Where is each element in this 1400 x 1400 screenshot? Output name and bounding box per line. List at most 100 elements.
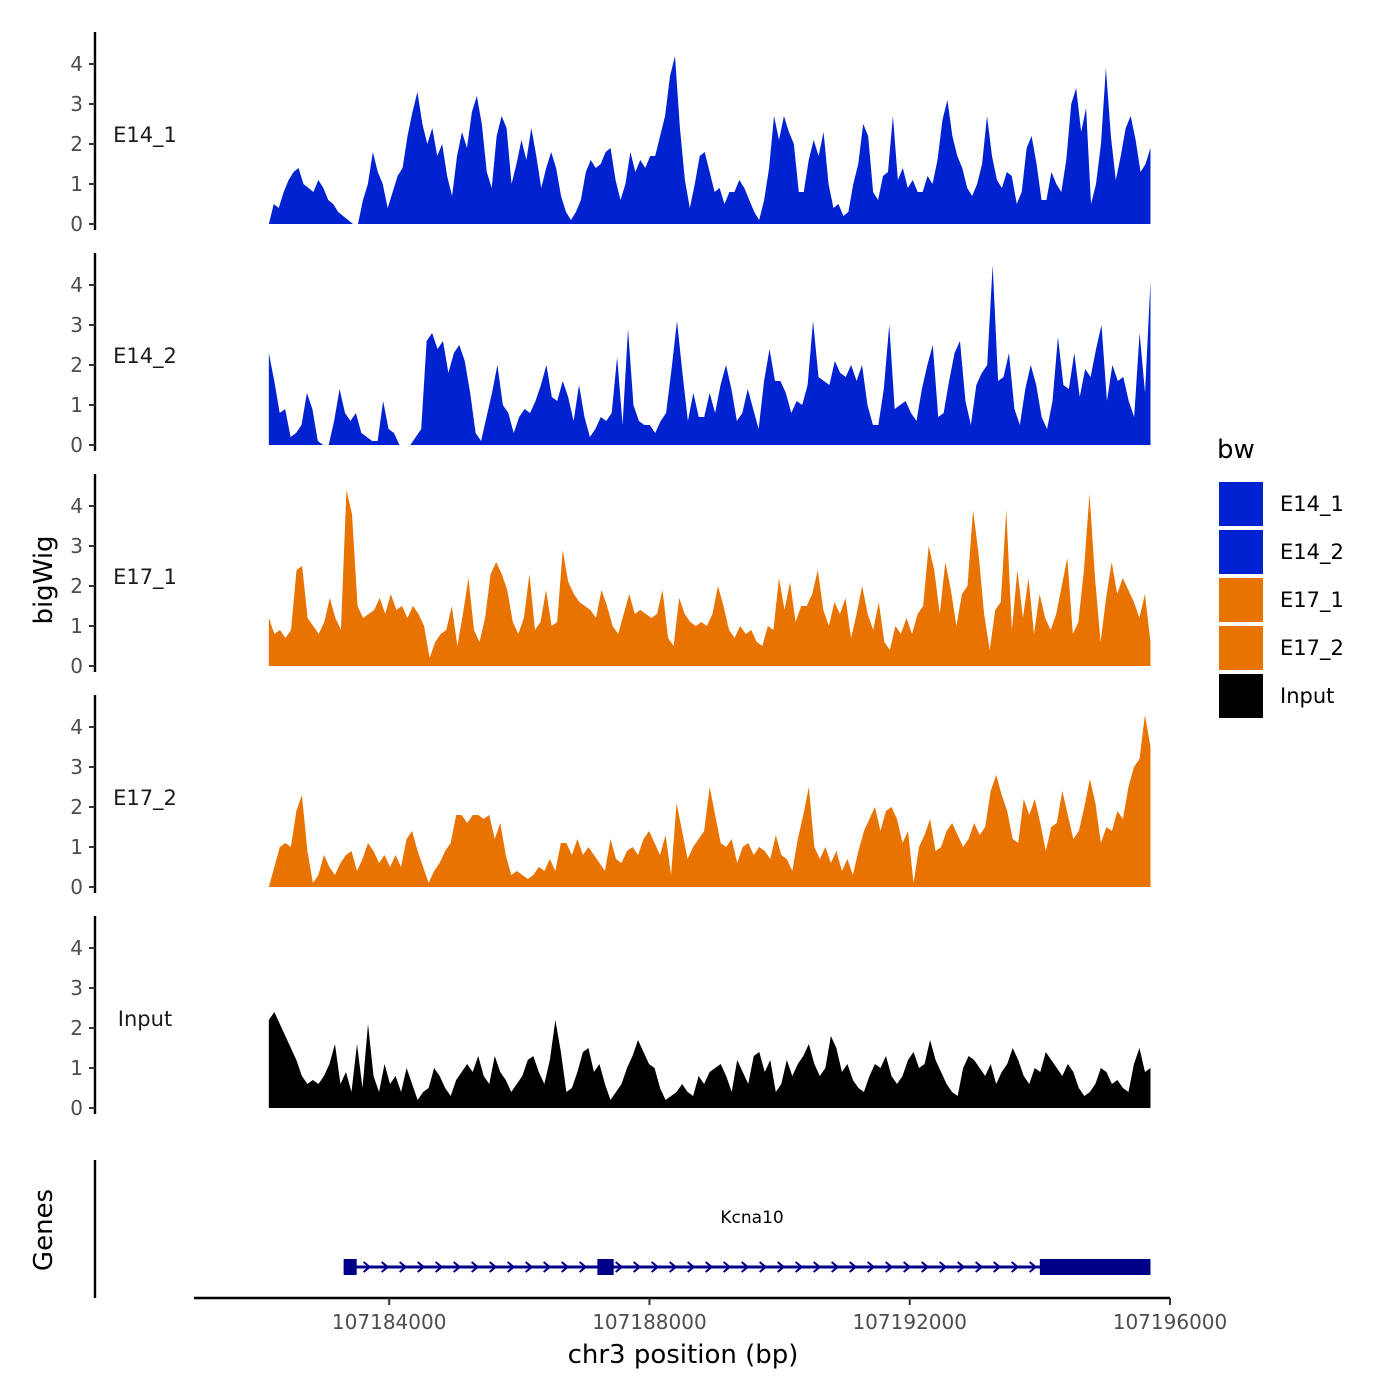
legend-entry-E14_1: E14_1	[1217, 480, 1344, 528]
y-tick-label: 3	[70, 313, 83, 337]
x-tick-label: 107184000	[332, 1310, 447, 1334]
coverage-area-Input	[268, 1012, 1151, 1108]
track-label-E17_2: E17_2	[113, 786, 177, 811]
strand-arrow	[453, 1261, 462, 1273]
strand-arrow	[975, 1261, 984, 1273]
strand-arrow	[777, 1261, 786, 1273]
legend-swatch	[1217, 480, 1265, 528]
strand-arrow	[723, 1261, 732, 1273]
strand-arrow	[489, 1261, 498, 1273]
strand-arrow	[903, 1261, 912, 1273]
strand-arrow	[471, 1261, 480, 1273]
strand-arrow	[633, 1261, 642, 1273]
gene-exon	[597, 1259, 614, 1275]
legend-label: Input	[1280, 684, 1334, 708]
track-label-Input: Input	[118, 1007, 172, 1031]
coverage-area-E17_1	[268, 490, 1151, 666]
strand-arrow	[687, 1261, 696, 1273]
x-tick-label: 107188000	[592, 1310, 707, 1334]
panel-E17_2: 0 1 2 3 4 E17_2	[70, 695, 1151, 899]
strand-arrow	[525, 1261, 534, 1273]
strand-arrow	[561, 1261, 570, 1273]
coverage-area-E17_2	[268, 715, 1151, 887]
gene-exon	[343, 1259, 357, 1275]
strand-arrow	[885, 1261, 894, 1273]
x-tick-label: 107192000	[852, 1310, 967, 1334]
y-tick-label: 2	[70, 353, 83, 377]
legend-swatch	[1217, 624, 1265, 672]
coverage-area-E14_1	[268, 56, 1151, 224]
strand-arrow	[741, 1261, 750, 1273]
y-tick-label: 4	[70, 273, 83, 297]
strand-arrow	[615, 1261, 624, 1273]
strand-arrow	[705, 1261, 714, 1273]
panel-E17_1: 0 1 2 3 4 E17_1	[70, 474, 1151, 678]
legend-title: bw	[1217, 435, 1255, 465]
strand-arrow	[1011, 1261, 1020, 1273]
y-tick-label: 0	[70, 212, 83, 236]
strand-arrow	[363, 1261, 372, 1273]
legend-entry-E17_2: E17_2	[1217, 624, 1344, 672]
panel-Input: 0 1 2 3 4 Input	[70, 916, 1151, 1120]
y-tick-label: 1	[70, 835, 83, 859]
gene-exon	[1039, 1259, 1151, 1275]
strand-arrow	[381, 1261, 390, 1273]
coverage-area-E14_2	[268, 265, 1151, 445]
strand-arrow	[867, 1261, 876, 1273]
strand-arrow	[1029, 1261, 1038, 1273]
legend-label: E17_2	[1280, 636, 1344, 661]
y-tick-label: 0	[70, 875, 83, 899]
legend-entry-Input: Input	[1217, 672, 1334, 720]
strand-arrow	[849, 1261, 858, 1273]
y-tick-label: 4	[70, 494, 83, 518]
y-tick-label: 4	[70, 715, 83, 739]
gene-track: Kcna10	[93, 1160, 1151, 1298]
strand-arrow	[759, 1261, 768, 1273]
panel-E14_1: 0 1 2 3 4 E14_1	[70, 32, 1151, 236]
x-tick-label: 107196000	[1113, 1310, 1228, 1334]
track-label-E14_2: E14_2	[113, 344, 177, 369]
y-tick-label: 2	[70, 132, 83, 156]
strand-arrow	[795, 1261, 804, 1273]
track-label-E14_1: E14_1	[113, 123, 177, 148]
y-tick-label: 3	[70, 534, 83, 558]
y-tick-label: 2	[70, 795, 83, 819]
legend-label: E14_2	[1280, 540, 1344, 565]
strand-arrow	[921, 1261, 930, 1273]
strand-arrow	[939, 1261, 948, 1273]
legend: bw E14_1 E14_2 E17_1 E17_2 Input	[1217, 435, 1344, 720]
legend-entry-E17_1: E17_1	[1217, 576, 1344, 624]
panel-E14_2: 0 1 2 3 4 E14_2	[70, 253, 1151, 457]
y-tick-label: 3	[70, 976, 83, 1000]
legend-swatch	[1217, 576, 1265, 624]
strand-arrow	[543, 1261, 552, 1273]
coverage-panels: 0 1 2 3 4 E14_1 0 1 2 3 4 E14_2 0 1 2 3 4 E17_1 0 1 2 3 4 E17_2…	[70, 32, 1151, 1120]
y-tick-label: 3	[70, 92, 83, 116]
y-tick-label: 1	[70, 393, 83, 417]
y-tick-label: 4	[70, 936, 83, 960]
strand-arrow	[831, 1261, 840, 1273]
track-label-E17_1: E17_1	[113, 565, 177, 590]
y-axis-title: bigWig	[29, 535, 59, 624]
y-tick-label: 3	[70, 755, 83, 779]
y-tick-label: 2	[70, 574, 83, 598]
y-tick-label: 2	[70, 1016, 83, 1040]
legend-entry-E14_2: E14_2	[1217, 528, 1344, 576]
y-tick-label: 1	[70, 1056, 83, 1080]
strand-arrow	[651, 1261, 660, 1273]
y-tick-label: 1	[70, 614, 83, 638]
gene-name-label: Kcna10	[720, 1208, 783, 1228]
y-tick-label: 1	[70, 172, 83, 196]
legend-entries: E14_1 E14_2 E17_1 E17_2 Input	[1217, 480, 1344, 720]
x-axis: 107184000 107188000 107192000 107196000	[194, 1296, 1228, 1334]
legend-swatch	[1217, 672, 1265, 720]
y-tick-label: 4	[70, 52, 83, 76]
strand-arrow	[993, 1261, 1002, 1273]
strand-arrow	[435, 1261, 444, 1273]
y-tick-label: 0	[70, 433, 83, 457]
y-tick-label: 0	[70, 654, 83, 678]
strand-arrow	[957, 1261, 966, 1273]
strand-arrow	[579, 1261, 588, 1273]
